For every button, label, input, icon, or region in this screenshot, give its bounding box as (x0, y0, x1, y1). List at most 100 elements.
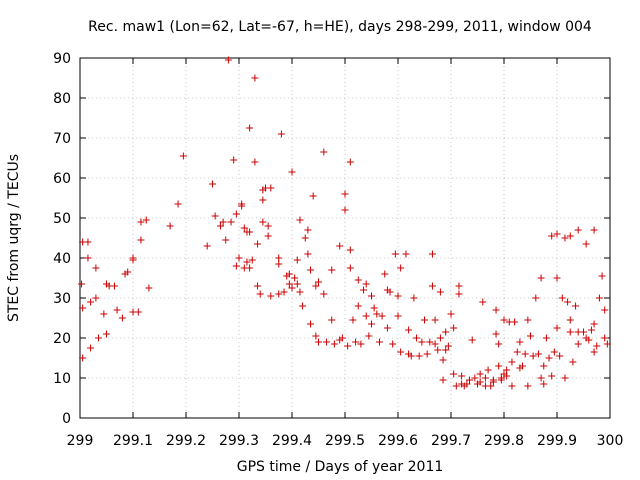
data-point-plus-marker (277, 130, 285, 138)
data-point-plus-marker (431, 340, 439, 348)
data-point-plus-marker (566, 316, 574, 324)
data-point-plus-marker (585, 336, 593, 344)
data-point-plus-marker (232, 262, 240, 270)
data-point-plus-marker (537, 274, 545, 282)
data-point-plus-marker (344, 342, 352, 350)
data-point-plus-marker (100, 310, 108, 318)
data-point-plus-marker (328, 316, 336, 324)
data-point-plus-marker (534, 350, 542, 358)
data-point-plus-marker (224, 56, 232, 64)
data-point-plus-marker (450, 324, 458, 332)
data-point-plus-marker (78, 280, 86, 288)
data-point-plus-marker (320, 290, 328, 298)
data-point-plus-marker (447, 310, 455, 318)
data-point-plus-marker (137, 218, 145, 226)
data-point-plus-marker (503, 372, 511, 380)
x-tick-label: 299.1 (113, 433, 153, 449)
data-point-plus-marker (87, 344, 95, 352)
data-point-plus-marker (354, 276, 362, 284)
data-point-plus-marker (267, 292, 275, 300)
data-point-plus-marker (407, 352, 415, 360)
data-point-plus-marker (556, 352, 564, 360)
data-point-plus-marker (222, 236, 230, 244)
data-point-plus-marker (397, 264, 405, 272)
data-point-plus-marker (373, 310, 381, 318)
data-point-plus-marker (468, 336, 476, 344)
data-point-plus-marker (378, 312, 386, 320)
data-point-plus-marker (436, 288, 444, 296)
data-point-plus-marker (360, 286, 368, 294)
data-point-plus-marker (87, 298, 95, 306)
data-point-plus-marker (484, 366, 492, 374)
y-tick-label: 60 (53, 171, 71, 187)
data-point-plus-marker (79, 304, 87, 312)
data-point-plus-marker (598, 272, 606, 280)
data-point-plus-marker (304, 226, 312, 234)
y-axis-title: STEC from uqrg / TECUs (6, 154, 22, 322)
data-point-plus-marker (118, 314, 126, 322)
data-point-plus-marker (264, 232, 272, 240)
data-point-plus-marker (521, 350, 529, 358)
data-point-plus-marker (553, 230, 561, 238)
data-point-plus-marker (142, 216, 150, 224)
data-point-plus-marker (553, 274, 561, 282)
data-point-plus-marker (203, 242, 211, 250)
data-point-plus-marker (391, 250, 399, 258)
data-point-plus-marker (304, 250, 312, 258)
data-point-plus-marker (235, 254, 243, 262)
data-point-plus-marker (524, 316, 532, 324)
data-point-plus-marker (569, 358, 577, 366)
data-point-plus-marker (275, 290, 283, 298)
y-tick-label: 30 (53, 291, 71, 307)
data-point-plus-marker (293, 256, 301, 264)
data-point-plus-marker (346, 264, 354, 272)
data-point-plus-marker (293, 280, 301, 288)
data-point-plus-marker (508, 358, 516, 366)
data-point-plus-marker (267, 184, 275, 192)
data-point-plus-marker (312, 282, 320, 290)
data-point-plus-marker (285, 270, 293, 278)
data-point-plus-marker (346, 246, 354, 254)
data-point-plus-marker (590, 226, 598, 234)
data-point-plus-marker (442, 328, 450, 336)
data-point-plus-marker (124, 268, 132, 276)
data-point-plus-marker (251, 74, 259, 82)
data-point-plus-marker (341, 190, 349, 198)
data-point-plus-marker (558, 294, 566, 302)
plot-frame (79, 57, 611, 419)
x-tick-label: 299.5 (325, 433, 365, 449)
x-axis-title: GPS time / Days of year 2011 (237, 459, 444, 475)
data-point-plus-marker (381, 270, 389, 278)
y-tick-label: 50 (53, 211, 71, 227)
data-points (78, 56, 611, 390)
data-point-plus-marker (405, 326, 413, 334)
y-tick-label: 80 (53, 91, 71, 107)
data-point-plus-marker (537, 374, 545, 382)
data-point-plus-marker (492, 330, 500, 338)
data-point-plus-marker (413, 334, 421, 342)
data-point-plus-marker (285, 280, 293, 288)
data-point-plus-marker (439, 376, 447, 384)
data-point-plus-marker (439, 356, 447, 364)
data-point-plus-marker (503, 366, 511, 374)
x-tick-labels: 299 299.1 299.2 299.3 299.4 299.5 299.6 299.7 29… (67, 433, 624, 449)
y-tick-label: 20 (53, 331, 71, 347)
data-point-plus-marker (495, 362, 503, 370)
data-point-plus-marker (542, 334, 550, 342)
data-point-plus-marker (444, 342, 452, 350)
data-point-plus-marker (280, 288, 288, 296)
data-point-plus-marker (370, 304, 378, 312)
data-point-plus-marker (84, 238, 92, 246)
data-point-plus-marker (328, 266, 336, 274)
data-point-plus-marker (238, 202, 246, 210)
x-tick-label: 299.6 (378, 433, 418, 449)
data-point-plus-marker (246, 264, 254, 272)
data-point-plus-marker (113, 306, 121, 314)
x-tick-label: 299.3 (219, 433, 259, 449)
data-point-plus-marker (495, 340, 503, 348)
chart-title: Rec. maw1 (Lon=62, Lat=-67, h=HE), days … (88, 19, 592, 35)
data-point-plus-marker (489, 378, 497, 386)
data-point-plus-marker (532, 294, 540, 302)
